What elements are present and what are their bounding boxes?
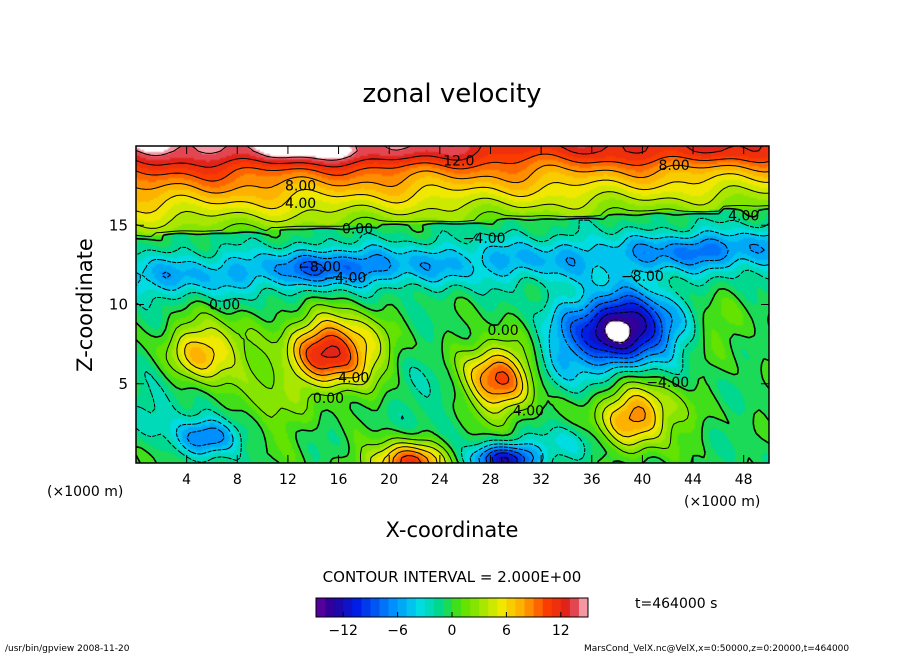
y-tick-label: 5 [118,375,128,393]
contour-label: 4.00 [338,370,369,386]
contour-line-pos0 [136,207,769,463]
y-tick-label: 15 [109,216,128,234]
x-axis-ticks: 4 8 12 16 20 24 28 32 36 40 44 48 [182,146,753,488]
colorbar-swatch [388,598,398,617]
colorbar-swatch [533,598,544,617]
colorbar-swatch [415,598,426,617]
footer-left: /usr/bin/gpview 2008-11-20 [5,644,130,654]
contour-label: 4.00 [728,209,759,225]
colorbar-swatch [524,598,534,617]
contour-line-neg4 [136,230,769,463]
colorbar-swatch [370,598,380,617]
chart-title: zonal velocity [362,79,541,109]
colorbar-tick-label: 12 [552,623,570,639]
contour-label: 0.00 [209,298,240,314]
contour-line-neg8 [300,261,663,463]
x-tick-label: 12 [279,472,297,488]
contour-label: 0.00 [488,323,519,339]
colorbar-swatch [433,598,444,617]
y-axis-ticks: 5 10 15 [109,216,769,393]
contour-label: 12.0 [443,153,474,169]
x-tick-label: 8 [233,472,242,488]
contour-label: 4.00 [513,404,544,420]
colorbar-swatch [461,598,471,617]
x-tick-label: 44 [684,472,702,488]
contour-label: 0.00 [313,391,344,407]
x-tick-label: 20 [380,472,398,488]
colorbar-swatch [470,598,480,617]
contour-line-pos4 [136,185,769,463]
velocity-field-image [136,146,769,463]
contour-line-pos10 [136,153,769,463]
y-tick-label: 10 [109,296,128,314]
colorbar-swatch [506,598,516,617]
colorbar-swatch [334,598,344,617]
colorbar-swatch [578,598,589,617]
colorbar-tick-label: 0 [448,623,457,639]
contour-line-neg10 [491,302,656,463]
colorbar-swatch [551,598,562,617]
contour-label: −8.00 [621,269,664,285]
contour-line-neg2 [136,217,769,463]
x-tick-label: 40 [633,472,651,488]
time-text: t=464000 s [635,596,717,612]
contour-interval-text: CONTOUR INTERVAL = 2.000E+00 [323,568,582,586]
contour-labels: 12.08.008.004.004.000.00−4.00−8.00−4.00−… [209,153,759,419]
colorbar-tick-label: −12 [328,623,358,639]
contour-line-pos12 [136,146,763,358]
x-tick-label: 28 [482,472,500,488]
x-tick-label: 4 [182,472,191,488]
contour-label: 4.00 [285,196,316,212]
x-tick-label: 32 [532,472,550,488]
colorbar [316,598,589,617]
colorbar-swatch [497,598,507,617]
colorbar-swatch [361,598,371,617]
colorbar-tick-label: 6 [502,623,511,639]
colorbar-swatch [325,598,335,617]
contour-line-neg12 [500,311,647,463]
x-tick-label: 36 [583,472,601,488]
contour-label: −4.00 [646,375,689,391]
y-axis-label: Z-coordinate [73,238,97,372]
colorbar-swatch [488,598,498,617]
footer-right: MarsCond_VelX.nc@VelX,x=0:50000,z=0:2000… [584,644,849,654]
contour-label: 8.00 [658,158,689,174]
contour-line-neg14 [604,319,632,344]
x-tick-label: 16 [330,472,348,488]
colorbar-swatch [352,598,362,617]
x-tick-label: 48 [735,472,753,488]
plot-area: 12.08.008.004.004.000.00−4.00−8.00−4.00−… [136,146,769,463]
colorbar-swatch [542,598,553,617]
contour-label: 0.00 [342,221,373,237]
colorbar-swatch [379,598,389,617]
x-unit-note-left: (×1000 m) [47,484,123,500]
colorbar-swatch [515,598,525,617]
contour-label: −8.00 [298,259,341,275]
contour-lines [136,146,769,463]
colorbar-swatch [424,598,435,617]
colorbar-ticks: −12 −6 0 6 12 [328,612,570,639]
colorbar-swatch [569,598,580,617]
x-axis-label: X-coordinate [386,518,519,542]
contour-label: −4.00 [463,231,506,247]
colorbar-tick-label: −6 [387,623,408,639]
colorbar-swatch [442,598,453,617]
contour-line-pos8 [136,164,769,463]
x-unit-note-right: (×1000 m) [684,494,760,510]
contour-line-pos2 [136,205,769,463]
contour-line-pos6 [136,173,769,463]
colorbar-swatch [452,598,462,617]
colorbar-swatch [397,598,408,617]
contour-label: −4.00 [323,271,366,287]
contour-label: 8.00 [285,179,316,195]
contour-line-neg6 [160,238,765,463]
colorbar-swatch [560,598,571,617]
colorbar-swatch [316,598,326,617]
colorbar-swatch [406,598,417,617]
x-tick-label: 24 [431,472,449,488]
colorbar-swatch [479,598,489,617]
colorbar-swatch [343,598,353,617]
